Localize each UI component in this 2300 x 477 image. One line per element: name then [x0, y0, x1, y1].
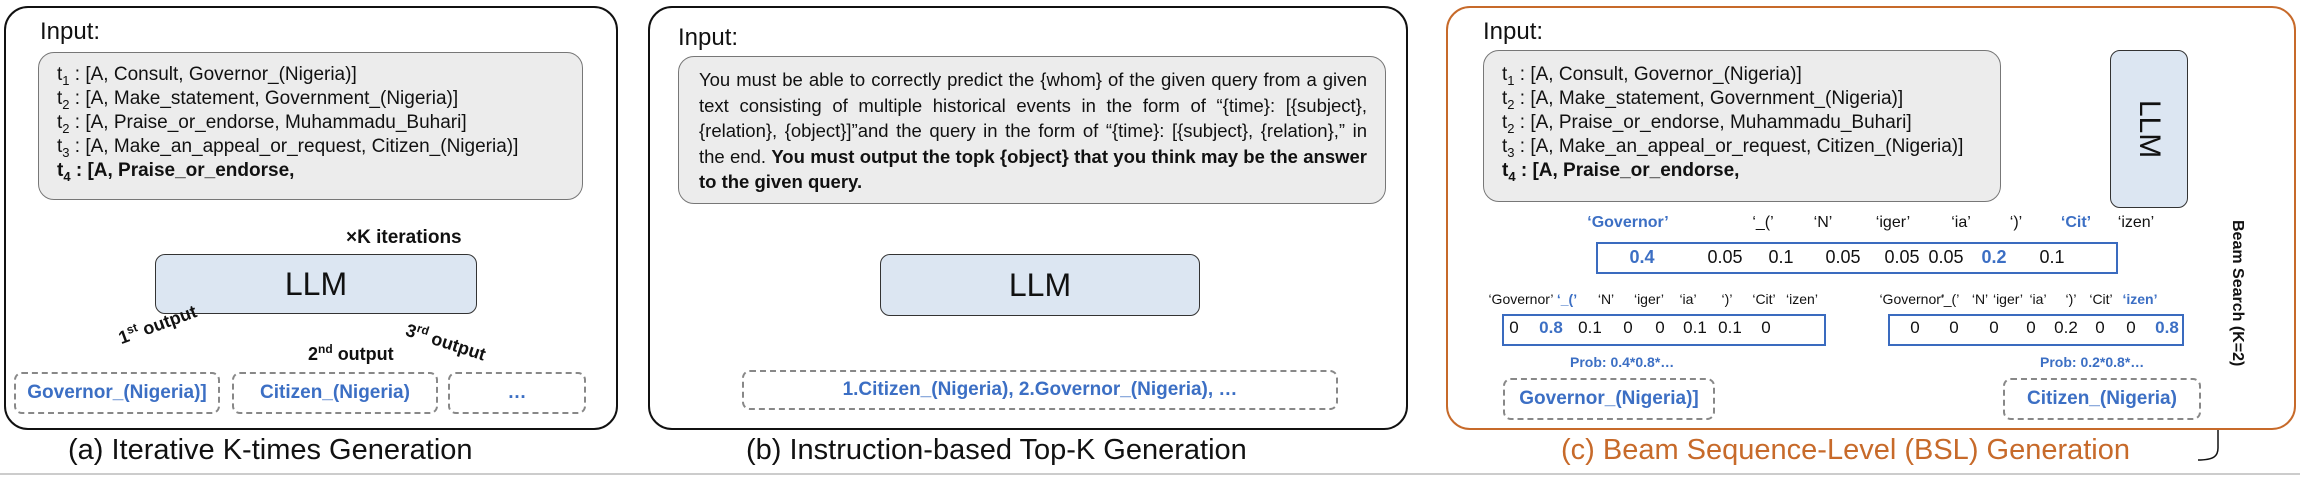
top-prob-3: 0.1	[1768, 247, 1794, 267]
left-prob-3: 0.1	[1578, 318, 1602, 337]
right-token-3: ‘N’	[1971, 291, 1989, 307]
right-prob-7: 0	[2126, 318, 2136, 337]
output-label-2: 2nd output	[308, 342, 394, 364]
top-prob-8: 0.1	[2039, 247, 2065, 267]
right-token-8: ‘izen’	[2122, 291, 2158, 307]
top-token-8: ‘izen’	[2117, 214, 2155, 231]
right-token-7: ‘Cit’	[2089, 291, 2113, 307]
left-token-2: ‘_(’	[1556, 291, 1578, 307]
panel-a-output-1: Governor_(Nigeria)]	[14, 372, 220, 414]
instruction-text: You must be able to correctly predict th…	[699, 69, 1367, 192]
left-prob-4: 0	[1623, 318, 1633, 337]
panel-a-input-box: t1 : [A, Consult, Governor_(Nigeria)] t2…	[38, 52, 583, 200]
top-prob-row	[1596, 242, 2118, 274]
right-token-2: ‘_(’	[1940, 291, 1960, 307]
left-token-3: ‘N’	[1597, 291, 1615, 307]
right-token-6: ‘)’	[2065, 291, 2077, 307]
panel-c-input-box: t1 : [A, Consult, Governor_(Nigeria)] t2…	[1483, 50, 2001, 202]
panel-c-quad-5: t4 : [A, Praise_or_endorse,	[1502, 160, 1740, 184]
beam-search-label: Beam Search (K=2)	[2229, 220, 2246, 367]
panel-a-llm-box: LLM	[155, 254, 477, 314]
top-token-4: ‘iger’	[1875, 214, 1911, 231]
panel-c-input-label: Input:	[1483, 18, 1544, 45]
panel-b-caption: (b) Instruction-based Top-K Generation	[746, 434, 1247, 466]
left-prob-row	[1502, 314, 1826, 346]
panel-c-quad-2: t2 : [A, Make_statement, Government_(Nig…	[1502, 88, 1904, 112]
right-prob-6: 0	[2095, 318, 2105, 337]
panel-a-output-3: …	[448, 372, 586, 414]
panel-a-input-label: Input:	[40, 18, 101, 45]
panel-a-quad-1: t1 : [A, Consult, Governor_(Nigeria)]	[57, 64, 357, 88]
left-prob-8: 0	[1761, 318, 1771, 337]
panel-c-output-1: Governor_(Nigeria)]	[1503, 378, 1715, 420]
top-prob-6: 0.05	[1928, 247, 1964, 267]
iterations-label: ×K iterations	[346, 227, 462, 248]
panel-c-quad-4: t3 : [A, Make_an_appeal_or_request, Citi…	[1502, 136, 1964, 160]
top-prob-4: 0.05	[1825, 247, 1861, 267]
left-token-1: ‘Governor’	[1488, 291, 1554, 307]
right-prob-3: 0	[1989, 318, 1999, 337]
panel-c-caption: (c) Beam Sequence-Level (BSL) Generation	[1561, 434, 2131, 466]
panel-b-output: 1.Citizen_(Nigeria), 2.Governor_(Nigeria…	[742, 370, 1338, 410]
left-prob-1: 0	[1509, 318, 1519, 337]
left-prob-formula: Prob: 0.4*0.8*…	[1570, 354, 1675, 370]
top-prob-5: 0.05	[1884, 247, 1920, 267]
top-prob-7: 0.2	[1981, 247, 2007, 267]
top-token-5: ‘ia’	[1951, 214, 1971, 231]
left-prob-6: 0.1	[1683, 318, 1707, 337]
left-token-7: ‘Cit’	[1752, 291, 1776, 307]
panel-c-quad-1: t1 : [A, Consult, Governor_(Nigeria)]	[1502, 64, 1802, 88]
panel-a-output-2: Citizen_(Nigeria)	[232, 372, 438, 414]
panel-b-input-label: Input:	[678, 24, 739, 51]
right-token-5: ‘ia’	[2029, 291, 2047, 307]
panel-c-llm-label: LLM	[2132, 99, 2166, 159]
panel-a-quad-4: t3 : [A, Make_an_appeal_or_request, Citi…	[57, 136, 519, 160]
right-prob-5: 0.2	[2054, 318, 2078, 337]
left-token-4: ‘iger’	[1633, 291, 1665, 307]
panel-a-quad-2: t2 : [A, Make_statement, Government_(Nig…	[57, 88, 459, 112]
panel-a-quad-3: t2 : [A, Praise_or_endorse, Muhammadu_Bu…	[57, 112, 467, 136]
right-prob-4: 0	[2026, 318, 2036, 337]
right-prob-row	[1888, 314, 2184, 346]
top-token-2: ‘_(’	[1752, 214, 1774, 231]
left-token-6: ‘)’	[1721, 291, 1733, 307]
left-token-8: ‘izen’	[1786, 291, 1818, 307]
panel-b-llm-box: LLM	[880, 254, 1200, 316]
right-prob-2: 0	[1949, 318, 1959, 337]
top-token-6: ‘)’	[2009, 214, 2023, 231]
left-token-5: ‘ia’	[1679, 291, 1697, 307]
right-prob-1: 0	[1910, 318, 1920, 337]
right-prob-formula: Prob: 0.2*0.8*…	[2040, 354, 2145, 370]
top-prob-1: 0.4	[1629, 247, 1655, 267]
top-prob-2: 0.05	[1707, 247, 1743, 267]
panel-a-caption: (a) Iterative K-times Generation	[68, 434, 473, 466]
left-prob-7: 0.1	[1718, 318, 1742, 337]
top-token-1: ‘Governor’	[1587, 214, 1669, 231]
left-prob-2: 0.8	[1539, 318, 1563, 337]
right-token-1: ‘Governor’	[1879, 291, 1945, 307]
left-prob-5: 0	[1655, 318, 1665, 337]
panel-c-llm-box: LLM	[2110, 50, 2188, 208]
panel-c-quad-3: t2 : [A, Praise_or_endorse, Muhammadu_Bu…	[1502, 112, 1912, 136]
panel-b-instruction-box: You must be able to correctly predict th…	[678, 56, 1386, 204]
right-token-4: ‘iger’	[1992, 291, 2024, 307]
panel-c-output-2: Citizen_(Nigeria)	[2003, 378, 2201, 420]
top-token-7: ‘Cit’	[2060, 214, 2092, 231]
panel-a-quad-5: t4 : [A, Praise_or_endorse,	[57, 160, 295, 184]
top-token-3: ‘N’	[1813, 214, 1833, 231]
right-prob-8: 0.8	[2155, 318, 2179, 337]
